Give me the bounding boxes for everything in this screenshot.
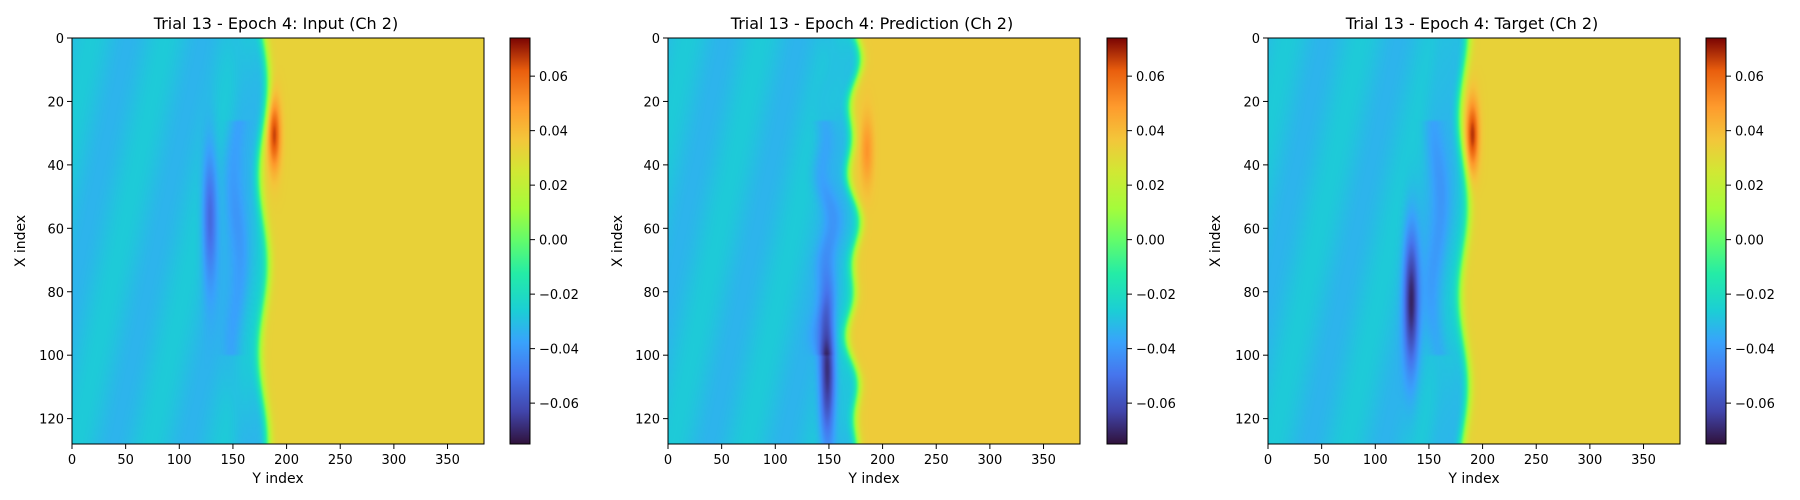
x-tick-label: 100 bbox=[763, 453, 788, 468]
y-tick-label: 40 bbox=[1243, 159, 1260, 174]
y-tick-label: 0 bbox=[652, 32, 660, 47]
y-axis: 0 20 40 60 80 100 120 bbox=[1235, 32, 1268, 428]
x-tick-label: 150 bbox=[221, 453, 246, 468]
colorbar-tick-label: −0.04 bbox=[1735, 343, 1775, 358]
colorbar-tick-label: −0.02 bbox=[1735, 288, 1775, 303]
y-tick-label: 80 bbox=[643, 286, 660, 301]
x-tick-label: 200 bbox=[870, 453, 895, 468]
colorbar-ticks: 0.06 0.04 0.02 0.00 −0.02 −0.04 −0.06 bbox=[1127, 70, 1176, 412]
y-axis-label: X index bbox=[1208, 215, 1224, 267]
x-tick-label: 200 bbox=[274, 453, 299, 468]
colorbar-ticks: 0.06 0.04 0.02 0.00 −0.02 −0.04 −0.06 bbox=[1726, 70, 1775, 412]
x-axis-label: Y index bbox=[1447, 471, 1499, 487]
colorbar bbox=[1106, 37, 1128, 445]
y-tick-label: 80 bbox=[1243, 286, 1260, 301]
x-tick-label: 150 bbox=[817, 453, 842, 468]
x-axis: 0 50 100 150 200 250 300 350 bbox=[664, 444, 1056, 468]
colorbar-tick-label: −0.06 bbox=[1136, 397, 1176, 412]
x-tick-label: 300 bbox=[1577, 453, 1602, 468]
y-tick-label: 120 bbox=[1235, 413, 1260, 428]
x-axis: 0 50 100 150 200 250 300 350 bbox=[1264, 444, 1656, 468]
heatmap-frame bbox=[71, 37, 485, 445]
colorbar-tick-label: 0.00 bbox=[539, 234, 568, 249]
colorbar bbox=[509, 37, 531, 445]
y-tick-label: 20 bbox=[643, 95, 660, 110]
colorbar-tick-label: 0.02 bbox=[1136, 179, 1165, 194]
colorbar-tick-label: −0.06 bbox=[539, 397, 579, 412]
heatmap-image bbox=[1268, 38, 1680, 444]
y-tick-label: 20 bbox=[47, 95, 64, 110]
x-tick-label: 0 bbox=[664, 453, 672, 468]
colorbar-tick-label: 0.06 bbox=[1136, 70, 1165, 85]
x-tick-label: 350 bbox=[1631, 453, 1656, 468]
x-tick-label: 200 bbox=[1470, 453, 1495, 468]
colorbar bbox=[1705, 37, 1727, 445]
heatmap-frame bbox=[1267, 37, 1681, 445]
colorbar-tick-label: −0.04 bbox=[1136, 343, 1176, 358]
x-tick-label: 150 bbox=[1417, 453, 1442, 468]
y-axis: 0 20 40 60 80 100 120 bbox=[39, 32, 72, 428]
colorbar-ticks: 0.06 0.04 0.02 0.00 −0.02 −0.04 −0.06 bbox=[530, 70, 579, 412]
y-tick-label: 120 bbox=[39, 413, 64, 428]
y-tick-label: 40 bbox=[643, 159, 660, 174]
y-tick-label: 0 bbox=[1252, 32, 1260, 47]
colorbar-tick-label: 0.06 bbox=[539, 70, 568, 85]
colorbar-tick-label: 0.02 bbox=[539, 179, 568, 194]
y-tick-label: 60 bbox=[643, 222, 660, 237]
colorbar-tick-label: 0.00 bbox=[1735, 234, 1764, 249]
colorbar-tick-label: −0.02 bbox=[539, 288, 579, 303]
y-tick-label: 120 bbox=[635, 413, 660, 428]
heatmap-image bbox=[668, 38, 1080, 444]
x-tick-label: 250 bbox=[328, 453, 353, 468]
x-axis-label: Y index bbox=[251, 471, 303, 487]
x-tick-label: 0 bbox=[1264, 453, 1272, 468]
x-tick-label: 50 bbox=[117, 453, 134, 468]
colorbar-tick-label: 0.02 bbox=[1735, 179, 1764, 194]
y-axis-label: X index bbox=[610, 215, 626, 267]
y-tick-label: 100 bbox=[1235, 349, 1260, 364]
x-tick-label: 300 bbox=[977, 453, 1002, 468]
y-tick-label: 60 bbox=[1243, 222, 1260, 237]
panel-title: Trial 13 - Epoch 4: Input (Ch 2) bbox=[153, 14, 398, 33]
colorbar-tick-label: 0.06 bbox=[1735, 70, 1764, 85]
colorbar-tick-label: 0.04 bbox=[1735, 125, 1764, 140]
heatmap-image bbox=[72, 38, 484, 444]
x-tick-label: 250 bbox=[1524, 453, 1549, 468]
x-tick-label: 100 bbox=[1363, 453, 1388, 468]
colorbar-tick-label: −0.06 bbox=[1735, 397, 1775, 412]
panel-target: Trial 13 - Epoch 4: Target (Ch 2) 0 50 100… bbox=[1208, 14, 1775, 487]
y-tick-label: 100 bbox=[39, 349, 64, 364]
heatmap-frame bbox=[667, 37, 1081, 445]
x-tick-label: 0 bbox=[68, 453, 76, 468]
panel-title: Trial 13 - Epoch 4: Prediction (Ch 2) bbox=[730, 14, 1013, 33]
colorbar-tick-label: 0.00 bbox=[1136, 234, 1165, 249]
x-tick-label: 50 bbox=[713, 453, 730, 468]
colorbar-tick-label: 0.04 bbox=[539, 125, 568, 140]
y-tick-label: 20 bbox=[1243, 95, 1260, 110]
x-axis-label: Y index bbox=[847, 471, 899, 487]
y-tick-label: 40 bbox=[47, 159, 64, 174]
panel-title: Trial 13 - Epoch 4: Target (Ch 2) bbox=[1345, 14, 1598, 33]
colorbar-tick-label: −0.04 bbox=[539, 343, 579, 358]
x-tick-label: 50 bbox=[1313, 453, 1330, 468]
panel-prediction: Trial 13 - Epoch 4: Prediction (Ch 2) 0 5… bbox=[610, 14, 1176, 487]
y-axis-label: X index bbox=[13, 215, 29, 267]
y-tick-label: 80 bbox=[47, 286, 64, 301]
y-tick-label: 60 bbox=[47, 222, 64, 237]
x-tick-label: 350 bbox=[435, 453, 460, 468]
x-tick-label: 300 bbox=[381, 453, 406, 468]
x-axis: 0 50 100 150 200 250 300 350 bbox=[68, 444, 460, 468]
y-axis: 0 20 40 60 80 100 120 bbox=[635, 32, 668, 428]
x-tick-label: 100 bbox=[167, 453, 192, 468]
colorbar-tick-label: 0.04 bbox=[1136, 125, 1165, 140]
panel-input: Trial 13 - Epoch 4: Input (Ch 2) 0 50 100 1… bbox=[13, 14, 579, 487]
x-tick-label: 350 bbox=[1031, 453, 1056, 468]
colorbar-tick-label: −0.02 bbox=[1136, 288, 1176, 303]
y-tick-label: 100 bbox=[635, 349, 660, 364]
x-tick-label: 250 bbox=[924, 453, 949, 468]
y-tick-label: 0 bbox=[56, 32, 64, 47]
